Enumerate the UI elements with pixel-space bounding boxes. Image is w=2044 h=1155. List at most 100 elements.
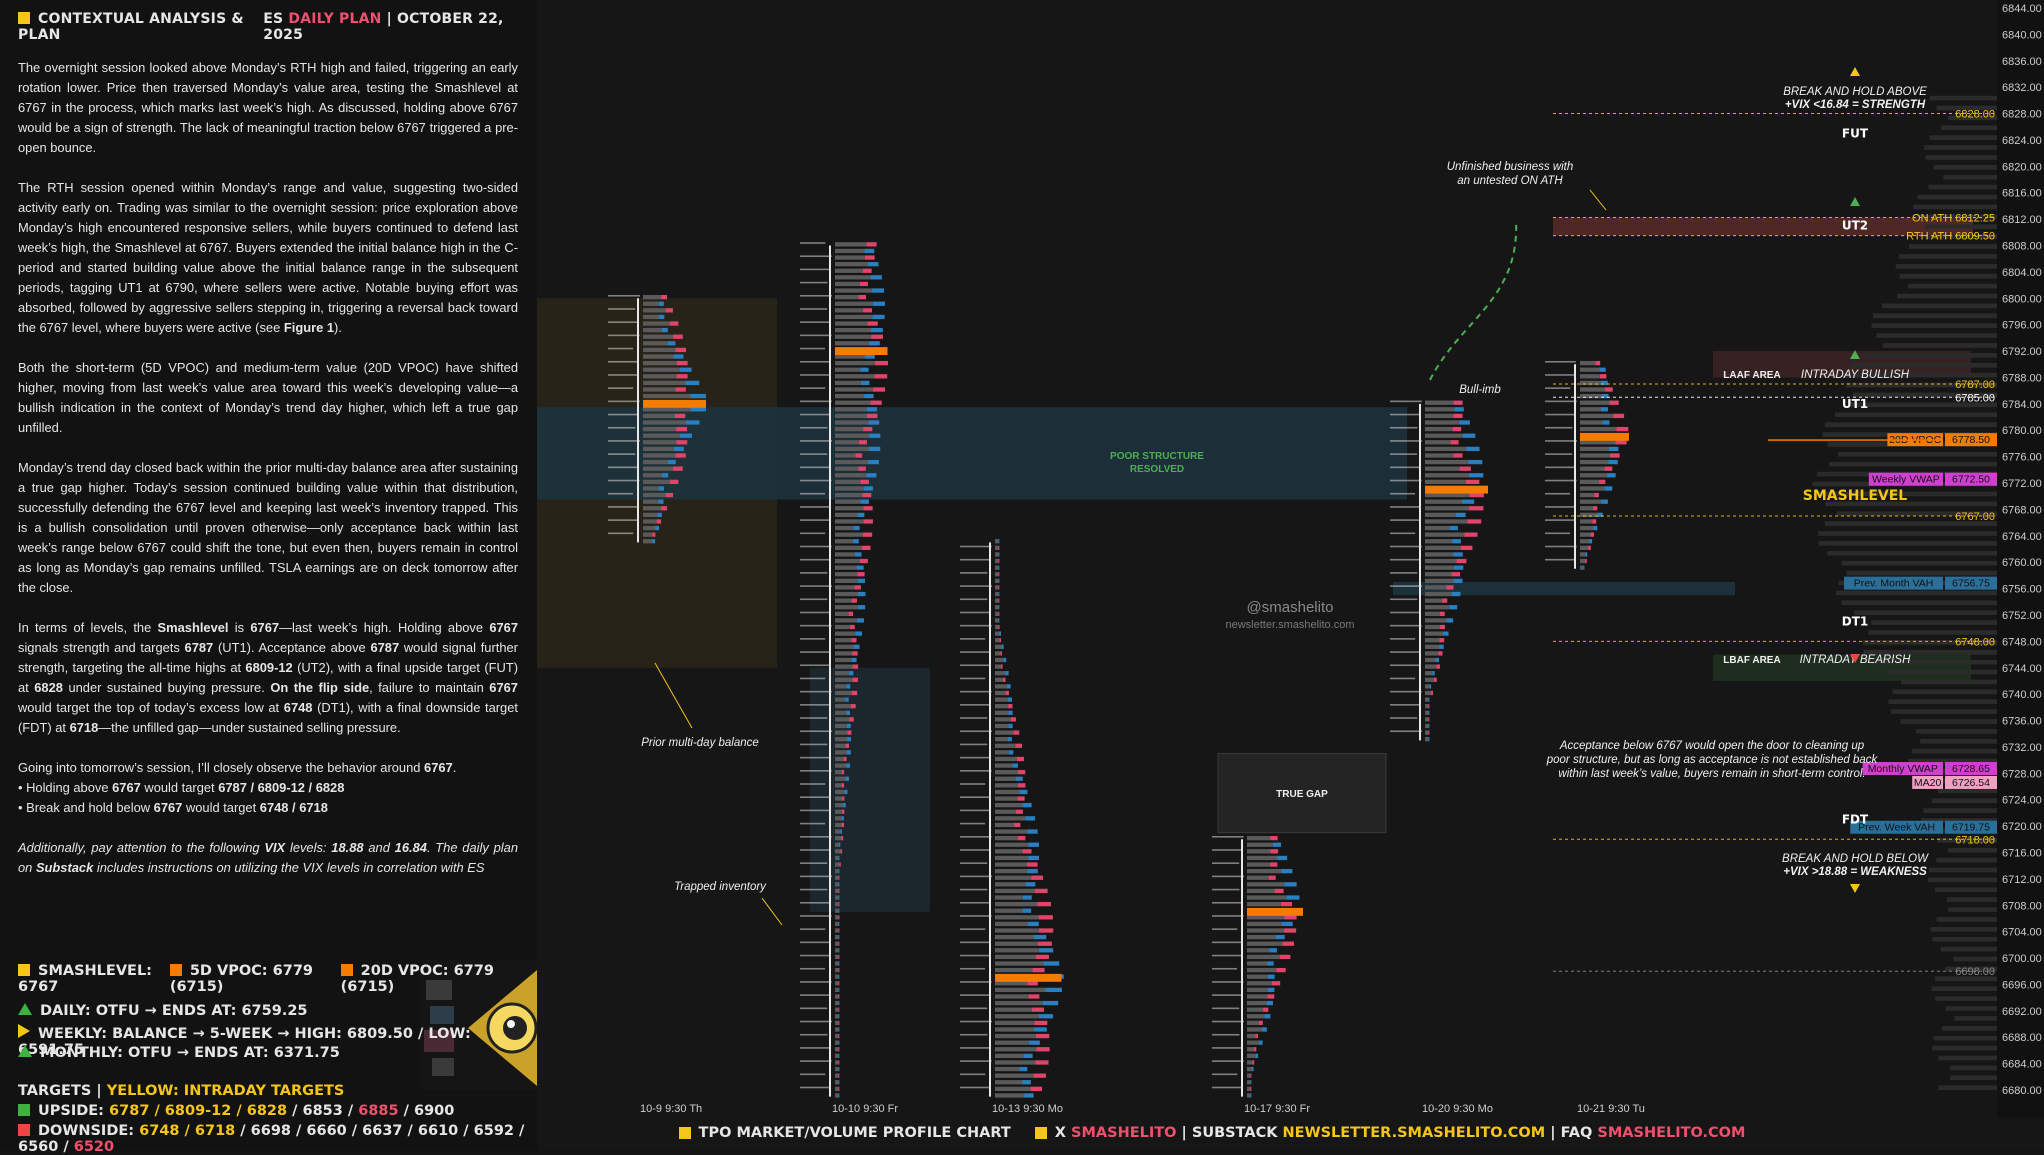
tpo-histogram-bar xyxy=(835,651,853,656)
tpo-histogram-bar xyxy=(835,1014,839,1019)
tpo-histogram-bar xyxy=(1580,453,1610,458)
price-tick-label: 6828.00 xyxy=(2002,109,2042,121)
delta-volume-bar xyxy=(999,638,1002,643)
footer-x: X xyxy=(1054,1125,1066,1141)
tpo-histogram-bar xyxy=(643,327,662,333)
tpo-histogram-bar xyxy=(835,849,841,854)
tpo-letter-row xyxy=(800,651,831,653)
tpo-histogram-bar xyxy=(835,948,839,953)
tpo-chart-svg[interactable]: 10-9 9:30 Th 10-10 9:30 Fr 10-13 9:30 Mo 10… xyxy=(537,0,2044,1118)
tpo-histogram-bar xyxy=(1425,591,1452,597)
delta-volume-bar xyxy=(998,539,1000,544)
delta-volume-bar xyxy=(1602,420,1610,425)
delta-volume-bar xyxy=(1001,644,1004,649)
tpo-letter-row xyxy=(960,1086,991,1089)
delta-volume-bar xyxy=(838,1014,840,1019)
tpo-histogram-bar xyxy=(835,901,839,907)
tpo-histogram-bar xyxy=(835,327,872,333)
tpo-letter-row xyxy=(1545,545,1577,548)
price-tick-label: 6756.00 xyxy=(2002,584,2042,596)
tpo-histogram-bar xyxy=(643,380,686,386)
tpo-histogram-bar xyxy=(643,426,677,432)
price-tick-label: 6712.00 xyxy=(2002,874,2042,886)
tpo-letter-row xyxy=(960,967,985,970)
tpo-histogram-bar xyxy=(835,308,863,313)
tpo-letter-row xyxy=(800,479,832,482)
tpo-histogram-bar xyxy=(835,961,839,966)
delta-volume-bar xyxy=(869,433,881,438)
delta-volume-bar xyxy=(1014,822,1021,828)
tpo-histogram-bar xyxy=(835,393,865,399)
delta-volume-bar xyxy=(1008,704,1013,709)
price-tick-label: 6796.00 xyxy=(2002,320,2042,332)
tpo-histogram-bar xyxy=(835,400,871,405)
delta-volume-bar xyxy=(655,525,660,531)
footer-x-handle[interactable]: SMASHELITO xyxy=(1071,1125,1177,1141)
legend: SMASHLEVEL: 6767 5D VPOC: 6779 (6715) 20… xyxy=(18,963,520,995)
tpo-histogram-bar xyxy=(1580,492,1595,498)
tpo-histogram-bar xyxy=(835,618,857,623)
tpo-histogram-bar xyxy=(995,763,1013,768)
tpo-histogram-bar xyxy=(835,420,869,425)
tpo-letter-row xyxy=(960,651,991,653)
tpo-letter-row xyxy=(608,374,639,376)
volume-profile-bar xyxy=(1898,254,1997,259)
delta-volume-bar xyxy=(1270,849,1279,854)
price-tick-label: 6816.00 xyxy=(2002,188,2042,200)
tpo-letter-row xyxy=(800,783,826,785)
delta-volume-bar xyxy=(1284,882,1297,887)
tpo-histogram-bar xyxy=(835,677,853,682)
delta-volume-bar xyxy=(1023,1053,1033,1059)
delta-volume-bar xyxy=(1281,868,1293,874)
delta-volume-bar xyxy=(838,981,840,986)
delta-volume-bar xyxy=(1003,657,1007,663)
tpo-histogram-bar xyxy=(1247,849,1271,854)
delta-volume-bar xyxy=(857,578,865,583)
volume-profile-bar xyxy=(1863,649,1997,655)
delta-volume-bar xyxy=(1604,387,1613,392)
delta-volume-bar xyxy=(1022,1080,1031,1085)
volume-profile-bar xyxy=(1836,590,1997,596)
tpo-histogram-bar xyxy=(835,730,848,735)
plan-date: ES DAILY PLAN | OCTOBER 22, 2025 xyxy=(263,11,504,43)
tpo-histogram-bar xyxy=(835,275,871,280)
delta-volume-bar xyxy=(854,552,862,557)
delta-volume-bar xyxy=(998,618,1000,623)
tpo-histogram-bar xyxy=(835,545,862,550)
delta-volume-bar xyxy=(855,453,863,458)
delta-volume-bar xyxy=(1272,842,1282,847)
delta-volume-bar xyxy=(859,281,868,287)
tpo-histogram-bar xyxy=(643,473,662,478)
tpo-histogram-bar xyxy=(835,565,857,570)
volume-profile-bar xyxy=(1936,917,1997,922)
price-tick-label: 6724.00 xyxy=(2002,795,2042,807)
tpo-histogram-bar xyxy=(835,822,842,828)
delta-volume-bar xyxy=(838,1086,840,1091)
volume-profile-bar xyxy=(1890,709,1997,714)
delta-volume-bar xyxy=(838,941,840,946)
delta-volume-bar xyxy=(679,367,692,372)
tpo-chart[interactable]: 10-9 9:30 Th 10-10 9:30 Fr 10-13 9:30 Mo 10… xyxy=(537,0,2044,1150)
tpo-histogram-bar xyxy=(835,367,861,372)
delta-volume-bar xyxy=(998,572,1000,577)
level-label: 6767.00 xyxy=(1955,511,1995,523)
delta-volume-bar xyxy=(870,275,882,280)
tpo-histogram-bar xyxy=(1425,519,1468,524)
footer-substack-link[interactable]: NEWSLETTER.SMASHELITO.COM xyxy=(1282,1125,1546,1141)
tpo-letter-row xyxy=(800,915,832,917)
tpo-histogram-bar xyxy=(1425,459,1469,465)
tpo-letter-row xyxy=(960,756,990,759)
delta-volume-bar xyxy=(1038,928,1054,933)
delta-volume-bar xyxy=(1428,704,1430,709)
tpo-letter-row xyxy=(800,717,828,719)
price-tick-label: 6700.00 xyxy=(2002,953,2042,965)
tpo-histogram-bar xyxy=(835,657,852,663)
price-tick-label: 6832.00 xyxy=(2002,82,2042,94)
tpo-histogram-bar xyxy=(1425,552,1454,557)
tpo-histogram-bar xyxy=(835,598,852,603)
footer-faq-link[interactable]: SMASHELITO.COM xyxy=(1597,1125,1746,1141)
delta-volume-bar xyxy=(1460,545,1473,550)
target-label: UT2 xyxy=(1842,219,1868,233)
tpo-histogram-bar xyxy=(1247,928,1285,933)
delta-volume-bar xyxy=(1025,882,1036,887)
